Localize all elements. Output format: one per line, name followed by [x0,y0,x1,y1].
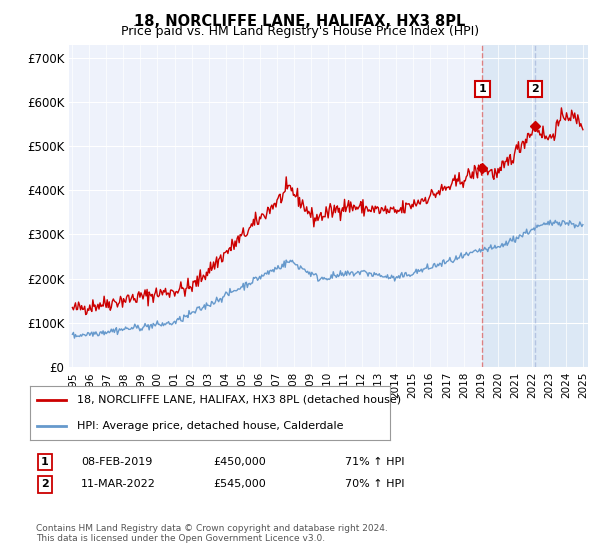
Text: 70% ↑ HPI: 70% ↑ HPI [345,479,404,489]
Text: 2: 2 [532,84,539,94]
Text: £545,000: £545,000 [213,479,266,489]
Text: Price paid vs. HM Land Registry's House Price Index (HPI): Price paid vs. HM Land Registry's House … [121,25,479,38]
Text: 08-FEB-2019: 08-FEB-2019 [81,457,152,467]
Text: 18, NORCLIFFE LANE, HALIFAX, HX3 8PL (detached house): 18, NORCLIFFE LANE, HALIFAX, HX3 8PL (de… [77,395,401,405]
Text: 2: 2 [41,479,49,489]
Text: HPI: Average price, detached house, Calderdale: HPI: Average price, detached house, Cald… [77,421,343,431]
Text: 11-MAR-2022: 11-MAR-2022 [81,479,156,489]
Text: Contains HM Land Registry data © Crown copyright and database right 2024.
This d: Contains HM Land Registry data © Crown c… [36,524,388,543]
Text: 1: 1 [479,84,487,94]
Text: 1: 1 [41,457,49,467]
Bar [482,45,600,367]
Text: £450,000: £450,000 [213,457,266,467]
Text: 18, NORCLIFFE LANE, HALIFAX, HX3 8PL: 18, NORCLIFFE LANE, HALIFAX, HX3 8PL [134,14,466,29]
Text: 71% ↑ HPI: 71% ↑ HPI [345,457,404,467]
